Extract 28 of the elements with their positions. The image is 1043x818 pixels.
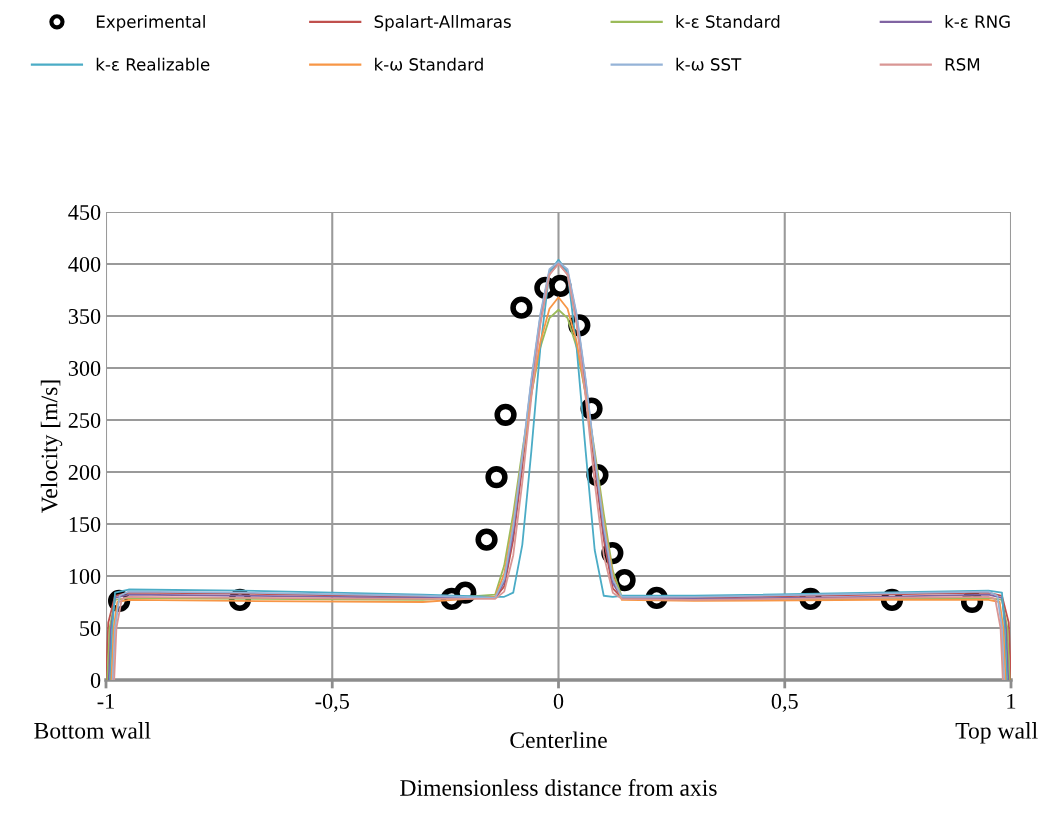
text: Top wall xyxy=(955,722,1038,744)
legend-label: k-ε Realizable xyxy=(96,57,210,71)
y-tick-label: 350 xyxy=(68,308,101,324)
y-tick-label: 150 xyxy=(69,516,101,532)
legend-label: k-ω Standard xyxy=(375,57,483,71)
y-tick-label: 450 xyxy=(68,204,101,220)
x-tick-label: 0 xyxy=(553,693,564,709)
y-tick-label: 0 xyxy=(90,672,101,688)
legend-label: k-ω SST xyxy=(676,57,742,71)
x-tick-label: -0,5 xyxy=(315,693,349,713)
y-axis-title: Velocity [m/s] xyxy=(40,380,63,513)
x-axis-title: Dimensionless distance from axis xyxy=(400,779,717,796)
x-tick-label: 1 xyxy=(1007,693,1016,709)
y-tick-label: 400 xyxy=(68,256,101,272)
text: Centerline xyxy=(510,731,607,749)
text: Bottom wall xyxy=(34,722,151,739)
y-tick-label: 50 xyxy=(80,620,101,636)
legend-label: Experimental xyxy=(96,15,205,32)
legend-label: k-ε Standard xyxy=(676,15,780,28)
legend-label: Spalart-Allmaras xyxy=(374,15,511,32)
y-tick-label: 300 xyxy=(68,360,101,376)
legend-label: k-ε RNG xyxy=(945,15,1010,28)
x-tick-label: -1 xyxy=(97,693,114,709)
y-tick-label: 250 xyxy=(68,412,101,428)
legend-label: RSM xyxy=(945,58,980,71)
x-tick-label: 0,5 xyxy=(771,693,798,713)
y-tick-label: 200 xyxy=(68,464,101,480)
y-tick-label: 100 xyxy=(69,568,101,584)
